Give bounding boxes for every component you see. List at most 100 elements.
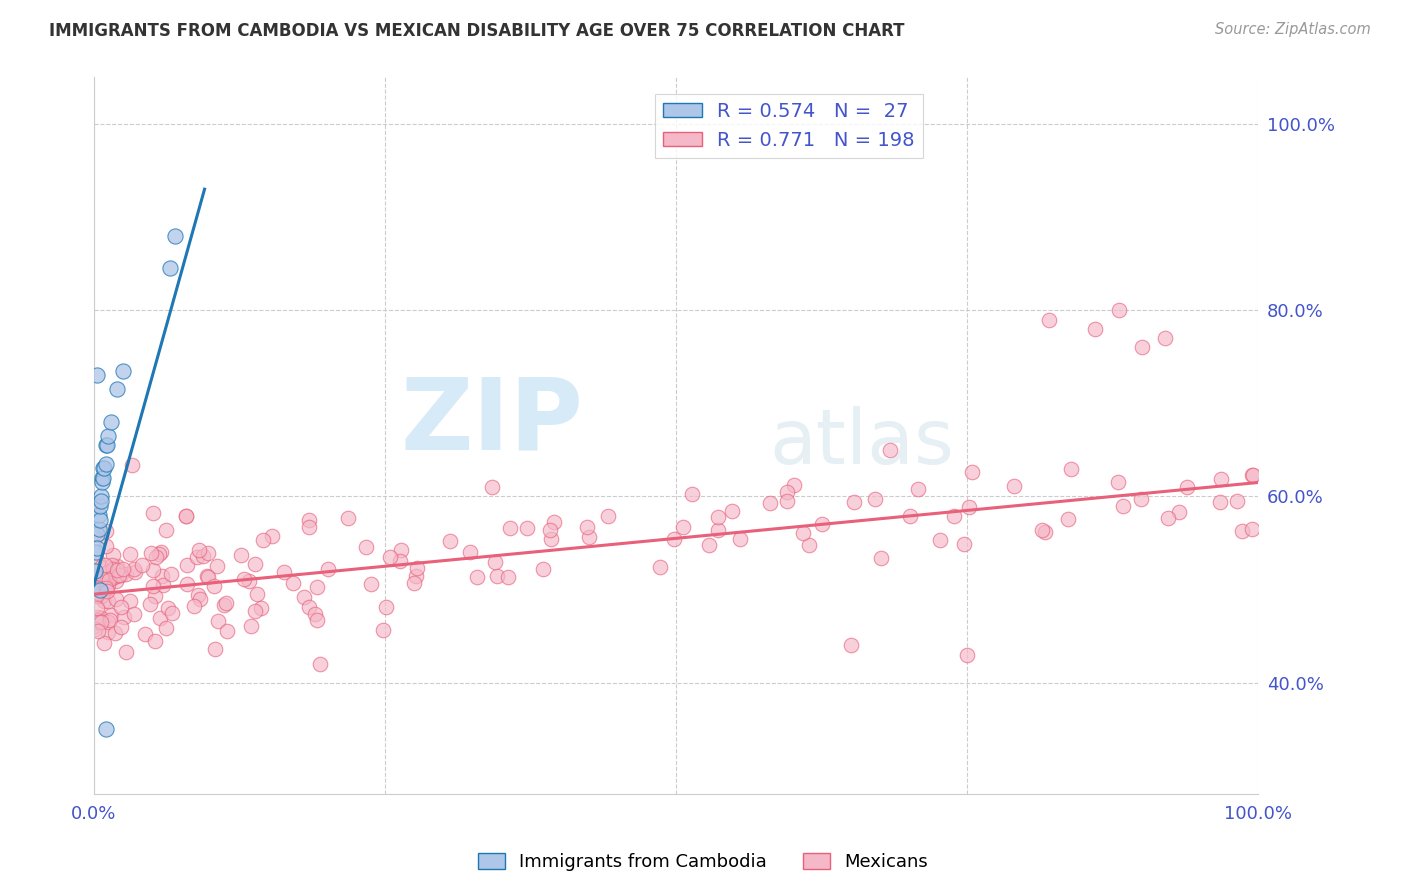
Point <box>238 574 260 589</box>
Point <box>304 607 326 621</box>
Point <box>91 471 114 485</box>
Point <box>98 573 121 587</box>
Point <box>108 568 131 582</box>
Point <box>100 607 122 622</box>
Point <box>94 438 117 452</box>
Point <box>956 648 979 662</box>
Point <box>86 577 108 591</box>
Point <box>110 600 132 615</box>
Point <box>97 429 120 443</box>
Point <box>87 522 110 536</box>
Point <box>120 594 142 608</box>
Point <box>730 533 752 547</box>
Point <box>960 465 983 479</box>
Point <box>110 567 132 582</box>
Point <box>94 722 117 736</box>
Point <box>1108 303 1130 318</box>
Point <box>405 569 427 583</box>
Point <box>1209 471 1232 485</box>
Point <box>122 607 145 621</box>
Point <box>1154 331 1177 345</box>
Point <box>86 541 108 555</box>
Point <box>155 621 177 635</box>
Point <box>105 559 128 574</box>
Point <box>84 499 107 513</box>
Point <box>1129 491 1152 506</box>
Point <box>87 614 110 628</box>
Point <box>84 526 107 541</box>
Point <box>485 569 508 583</box>
Point <box>121 458 143 472</box>
Point <box>94 539 117 553</box>
Point <box>240 618 263 632</box>
Point <box>309 657 332 671</box>
Point <box>672 520 695 534</box>
Point <box>89 513 111 527</box>
Point <box>176 576 198 591</box>
Point <box>863 491 886 506</box>
Point <box>758 496 780 510</box>
Point <box>388 554 411 568</box>
Point <box>142 506 165 520</box>
Point <box>907 483 929 497</box>
Point <box>232 573 254 587</box>
Point <box>112 364 135 378</box>
Point <box>118 547 141 561</box>
Point <box>87 574 110 588</box>
Point <box>217 624 239 638</box>
Point <box>782 478 804 492</box>
Legend: R = 0.574   N =  27, R = 0.771   N = 198: R = 0.574 N = 27, R = 0.771 N = 198 <box>655 95 922 158</box>
Point <box>1111 499 1133 513</box>
Point <box>105 382 128 396</box>
Point <box>90 494 112 508</box>
Point <box>799 538 821 552</box>
Point <box>298 599 321 614</box>
Point <box>104 625 127 640</box>
Point <box>115 645 138 659</box>
Point <box>578 530 600 544</box>
Point <box>516 521 538 535</box>
Point <box>188 592 211 607</box>
Point <box>101 558 124 573</box>
Point <box>1232 524 1254 538</box>
Point <box>1241 522 1264 536</box>
Point <box>1107 475 1129 490</box>
Point <box>1157 511 1180 525</box>
Point <box>292 590 315 604</box>
Point <box>650 560 672 574</box>
Point <box>1226 494 1249 508</box>
Point <box>145 550 167 565</box>
Point <box>96 438 118 452</box>
Point <box>870 551 893 566</box>
Point <box>90 615 112 630</box>
Point <box>83 619 105 633</box>
Point <box>307 613 329 627</box>
Point <box>792 525 814 540</box>
Point <box>149 545 172 559</box>
Point <box>112 609 135 624</box>
Point <box>205 558 228 573</box>
Point <box>87 555 110 569</box>
Point <box>538 523 561 537</box>
Point <box>243 604 266 618</box>
Point <box>141 546 163 560</box>
Point <box>195 569 218 583</box>
Point <box>204 641 226 656</box>
Point <box>481 479 503 493</box>
Point <box>174 508 197 523</box>
Point <box>100 564 122 578</box>
Point <box>531 562 554 576</box>
Point <box>91 471 114 485</box>
Point <box>354 540 377 554</box>
Point <box>305 580 328 594</box>
Point <box>122 562 145 576</box>
Point <box>484 556 506 570</box>
Point <box>662 533 685 547</box>
Point <box>360 576 382 591</box>
Point <box>811 516 834 531</box>
Point <box>273 565 295 579</box>
Point <box>160 606 183 620</box>
Point <box>842 495 865 509</box>
Point <box>150 569 173 583</box>
Point <box>406 561 429 575</box>
